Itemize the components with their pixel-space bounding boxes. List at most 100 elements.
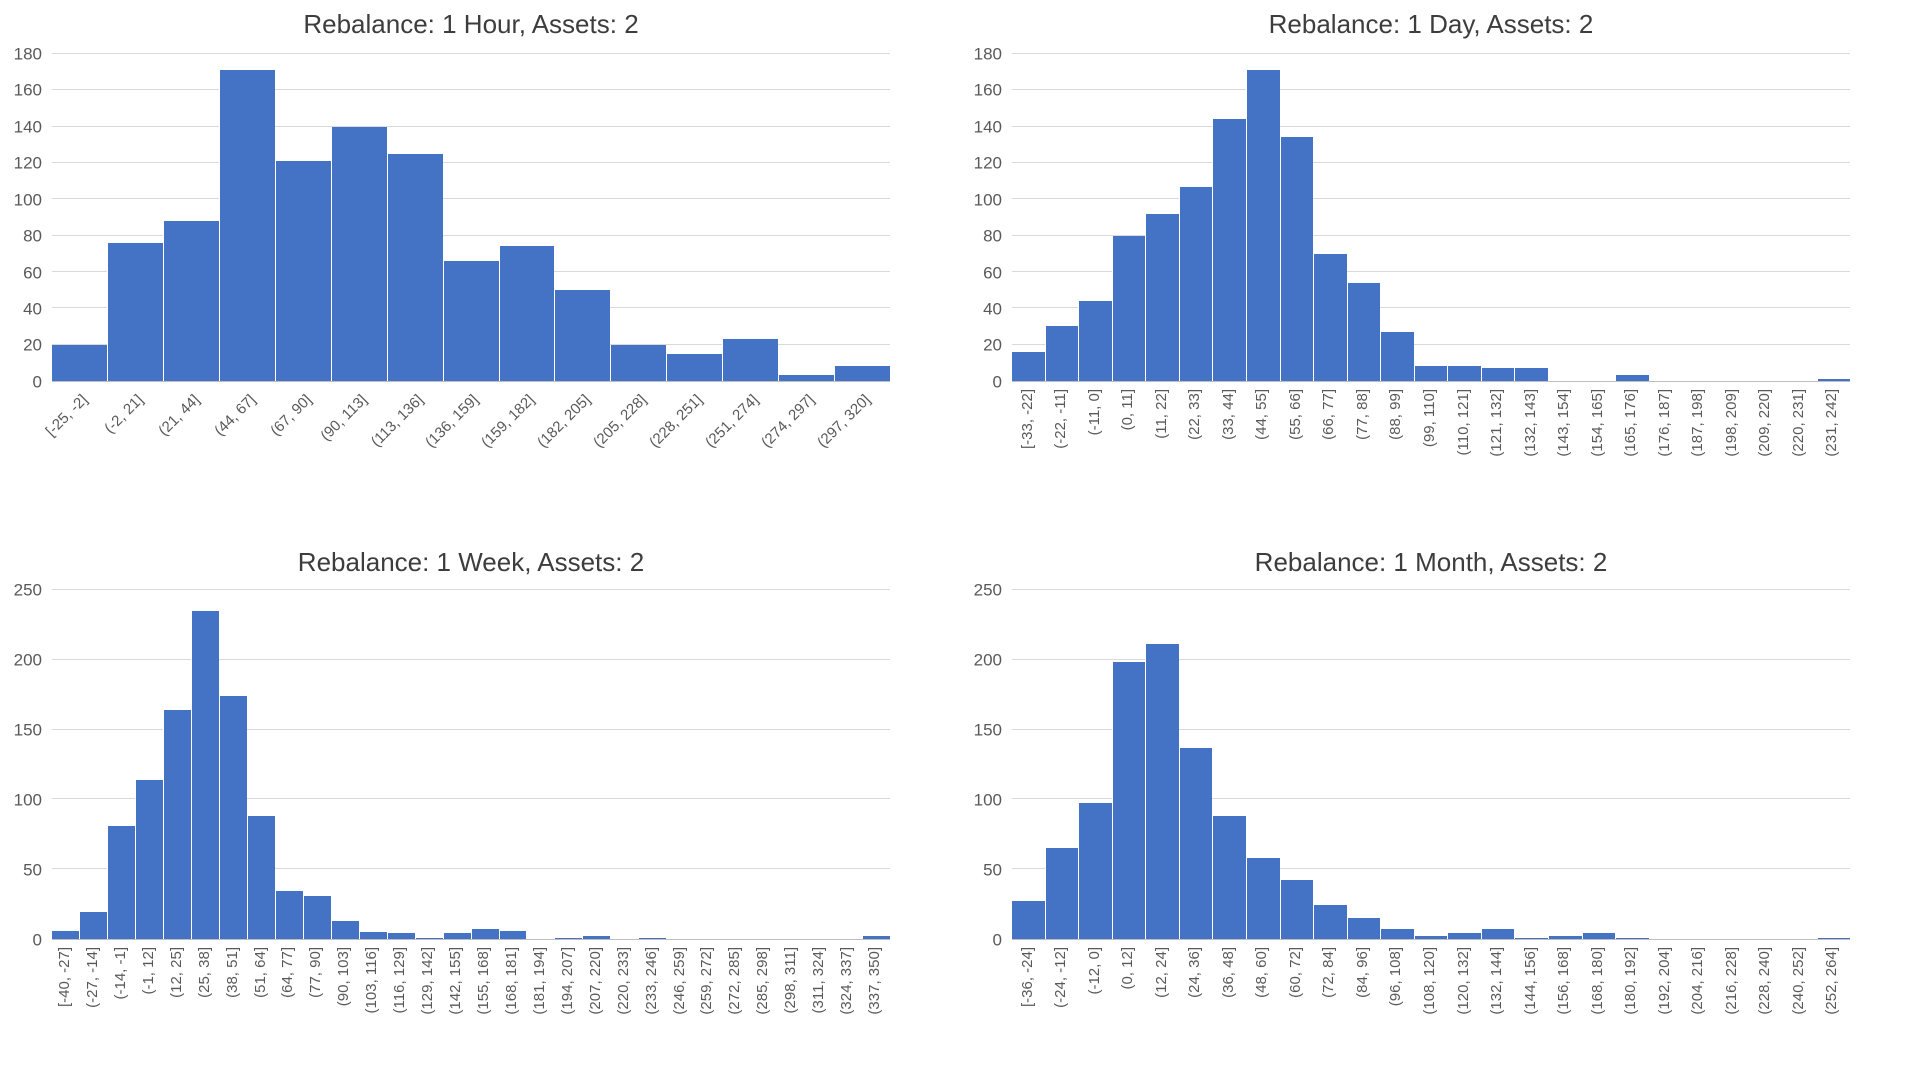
x-axis-tick-label: (67, 90] xyxy=(266,391,315,440)
histogram-bar xyxy=(274,161,331,381)
x-axis-tick-label: (108, 120] xyxy=(1421,946,1438,1015)
x-axis-tick-label: (116, 129] xyxy=(391,946,409,1014)
x-axis-tick-label: (154, 165] xyxy=(1588,388,1606,457)
x-axis-labels: [-36, -24] (-24, -12] (-12, 0] (0, 12] (12, … xyxy=(1012,940,1850,1080)
y-axis-tick-label: 20 xyxy=(983,335,1002,355)
x-axis-tick-label: (0, 11] xyxy=(1119,388,1137,431)
x-axis-tick-label: (-1, 12] xyxy=(139,946,157,995)
histogram-bar xyxy=(498,246,555,381)
histogram-bar xyxy=(386,933,415,939)
x-axis-tick-label: (168, 181] xyxy=(502,946,520,1015)
gridline xyxy=(52,798,890,800)
gridline xyxy=(1012,588,1850,590)
x-axis-tick-label: (25, 38] xyxy=(195,946,213,998)
y-axis: 0 50 100 150 200 250 xyxy=(0,581,52,948)
plot-area xyxy=(52,588,891,940)
histogram-bar xyxy=(1581,933,1616,939)
histogram-bar xyxy=(106,242,163,381)
x-axis-tick-label: (44, 67] xyxy=(210,391,259,440)
histogram-bar xyxy=(1380,331,1414,381)
chart-title: Rebalance: 1 Hour, Assets: 2 xyxy=(303,9,639,39)
y-axis-tick-label: 250 xyxy=(13,580,42,600)
x-axis-tick-label: (132, 144] xyxy=(1488,946,1506,1015)
histogram-bar xyxy=(1480,368,1515,381)
histogram-bar xyxy=(666,353,723,381)
x-axis-tick-label: (231, 242] xyxy=(1823,388,1841,457)
y-axis-tick-label: 80 xyxy=(983,226,1002,246)
x-axis-tick-label: (209, 220] xyxy=(1756,388,1774,457)
gridline xyxy=(52,868,890,870)
x-axis-tick-label: [-40, -27] xyxy=(55,946,73,1007)
x-axis-tick-label: (99, 110] xyxy=(1421,388,1438,447)
y-axis-tick-label: 40 xyxy=(983,299,1002,319)
gridline xyxy=(1012,658,1850,660)
histogram-bar xyxy=(1413,936,1448,939)
y-axis-tick-label: 200 xyxy=(13,650,42,670)
plot-area xyxy=(1012,52,1851,382)
y-axis-tick-label: 0 xyxy=(32,930,42,950)
gridline xyxy=(52,52,890,54)
histogram-bar xyxy=(162,709,191,939)
x-axis-tick-label: (337, 350] xyxy=(866,946,884,1015)
histogram-bar xyxy=(78,912,107,939)
x-axis-tick-label: (77, 88] xyxy=(1353,388,1371,440)
histogram-bar xyxy=(498,930,527,939)
y-axis-tick-label: 100 xyxy=(973,190,1002,210)
y-axis-tick-label: 180 xyxy=(973,44,1002,64)
x-axis-tick-label: [-36, -24] xyxy=(1018,946,1036,1007)
histogram-bar xyxy=(330,126,387,381)
x-axis-tick-label: (176, 187] xyxy=(1655,388,1673,457)
x-axis-tick-label: (88, 99] xyxy=(1387,388,1405,440)
gridline xyxy=(1012,307,1850,309)
x-axis-tick-label: (228, 240] xyxy=(1756,946,1774,1015)
chart-rebalance-1-day: Rebalance: 1 Day, Assets: 2 0 20 40 60 80 100… xyxy=(960,0,1920,540)
x-axis-tick-label: (-14, -1] xyxy=(111,946,129,1000)
x-axis-tick-label: (72, 84] xyxy=(1320,946,1338,998)
x-axis-labels: [-33, -22] (-22, -11] (-11, 0] (0, 11] (11, … xyxy=(1012,382,1850,532)
y-axis-tick-label: 60 xyxy=(983,263,1002,283)
histogram-bar xyxy=(1313,253,1347,381)
x-axis-tick-label: (129, 142] xyxy=(419,946,437,1015)
y-axis-tick-label: 0 xyxy=(32,372,42,392)
x-axis-tick-label: (90, 113] xyxy=(317,391,371,445)
x-axis-tick-label: (165, 176] xyxy=(1622,388,1640,457)
chart-body: 0 20 40 60 80 100 120 140 160 180 [-25, -2] (-2, 2… xyxy=(0,45,960,532)
y-axis-tick-label: 60 xyxy=(23,263,42,283)
x-axis-tick-label: (181, 194] xyxy=(530,946,548,1015)
histogram-bar xyxy=(470,929,499,939)
plot-column: [-40, -27] (-27, -14] (-14, -1] (-1, 12] (12… xyxy=(52,588,891,1080)
histogram-bar xyxy=(1111,662,1146,939)
x-axis-tick-label: (120, 132] xyxy=(1454,946,1472,1015)
histogram-bar xyxy=(358,931,387,939)
y-axis-tick-label: 20 xyxy=(23,335,42,355)
bars xyxy=(1012,54,1851,381)
x-axis-tick-label: (66, 77] xyxy=(1320,388,1338,440)
chart-body: 0 50 100 150 200 250 [-36, -24] (-24, -12] (-12… xyxy=(960,581,1920,1080)
x-axis-tick-label: (38, 51] xyxy=(223,946,241,998)
gridline xyxy=(52,198,890,200)
x-axis-tick-label: (187, 198] xyxy=(1689,388,1707,457)
x-axis-tick-label: (-12, 0] xyxy=(1085,946,1103,995)
x-axis-labels: [-25, -2] (-2, 21] (21, 44] (44, 67] (67, 90… xyxy=(43,382,890,532)
gridline xyxy=(1012,343,1850,345)
gridline xyxy=(1012,234,1850,236)
x-axis-tick-label: (44, 55] xyxy=(1253,388,1271,440)
x-axis-tick-label: (259, 272] xyxy=(698,946,716,1015)
x-axis-tick-label: (33, 44] xyxy=(1219,388,1237,440)
y-axis-tick-label: 100 xyxy=(13,790,42,810)
plot-column: [-25, -2] (-2, 21] (21, 44] (44, 67] (67, 90… xyxy=(43,52,891,532)
x-axis-tick-label: (324, 337] xyxy=(838,946,856,1015)
x-axis-tick-label: (285, 298] xyxy=(754,946,772,1015)
chart-rebalance-1-hour: Rebalance: 1 Hour, Assets: 2 0 20 40 60 80 10… xyxy=(0,0,960,540)
x-axis-tick-label: (272, 285] xyxy=(726,946,744,1015)
histogram-bar xyxy=(1548,936,1582,939)
x-axis-tick-label: (60, 72] xyxy=(1286,946,1304,998)
histogram-bar xyxy=(610,344,667,381)
x-axis-tick-label: (204, 216] xyxy=(1689,946,1707,1015)
histogram-bar xyxy=(638,937,667,939)
y-axis-tick-label: 140 xyxy=(13,117,42,137)
x-axis-tick-label: (132, 143] xyxy=(1521,388,1539,457)
y-axis-tick-label: 120 xyxy=(973,153,1002,173)
histogram-bar xyxy=(1245,857,1280,939)
